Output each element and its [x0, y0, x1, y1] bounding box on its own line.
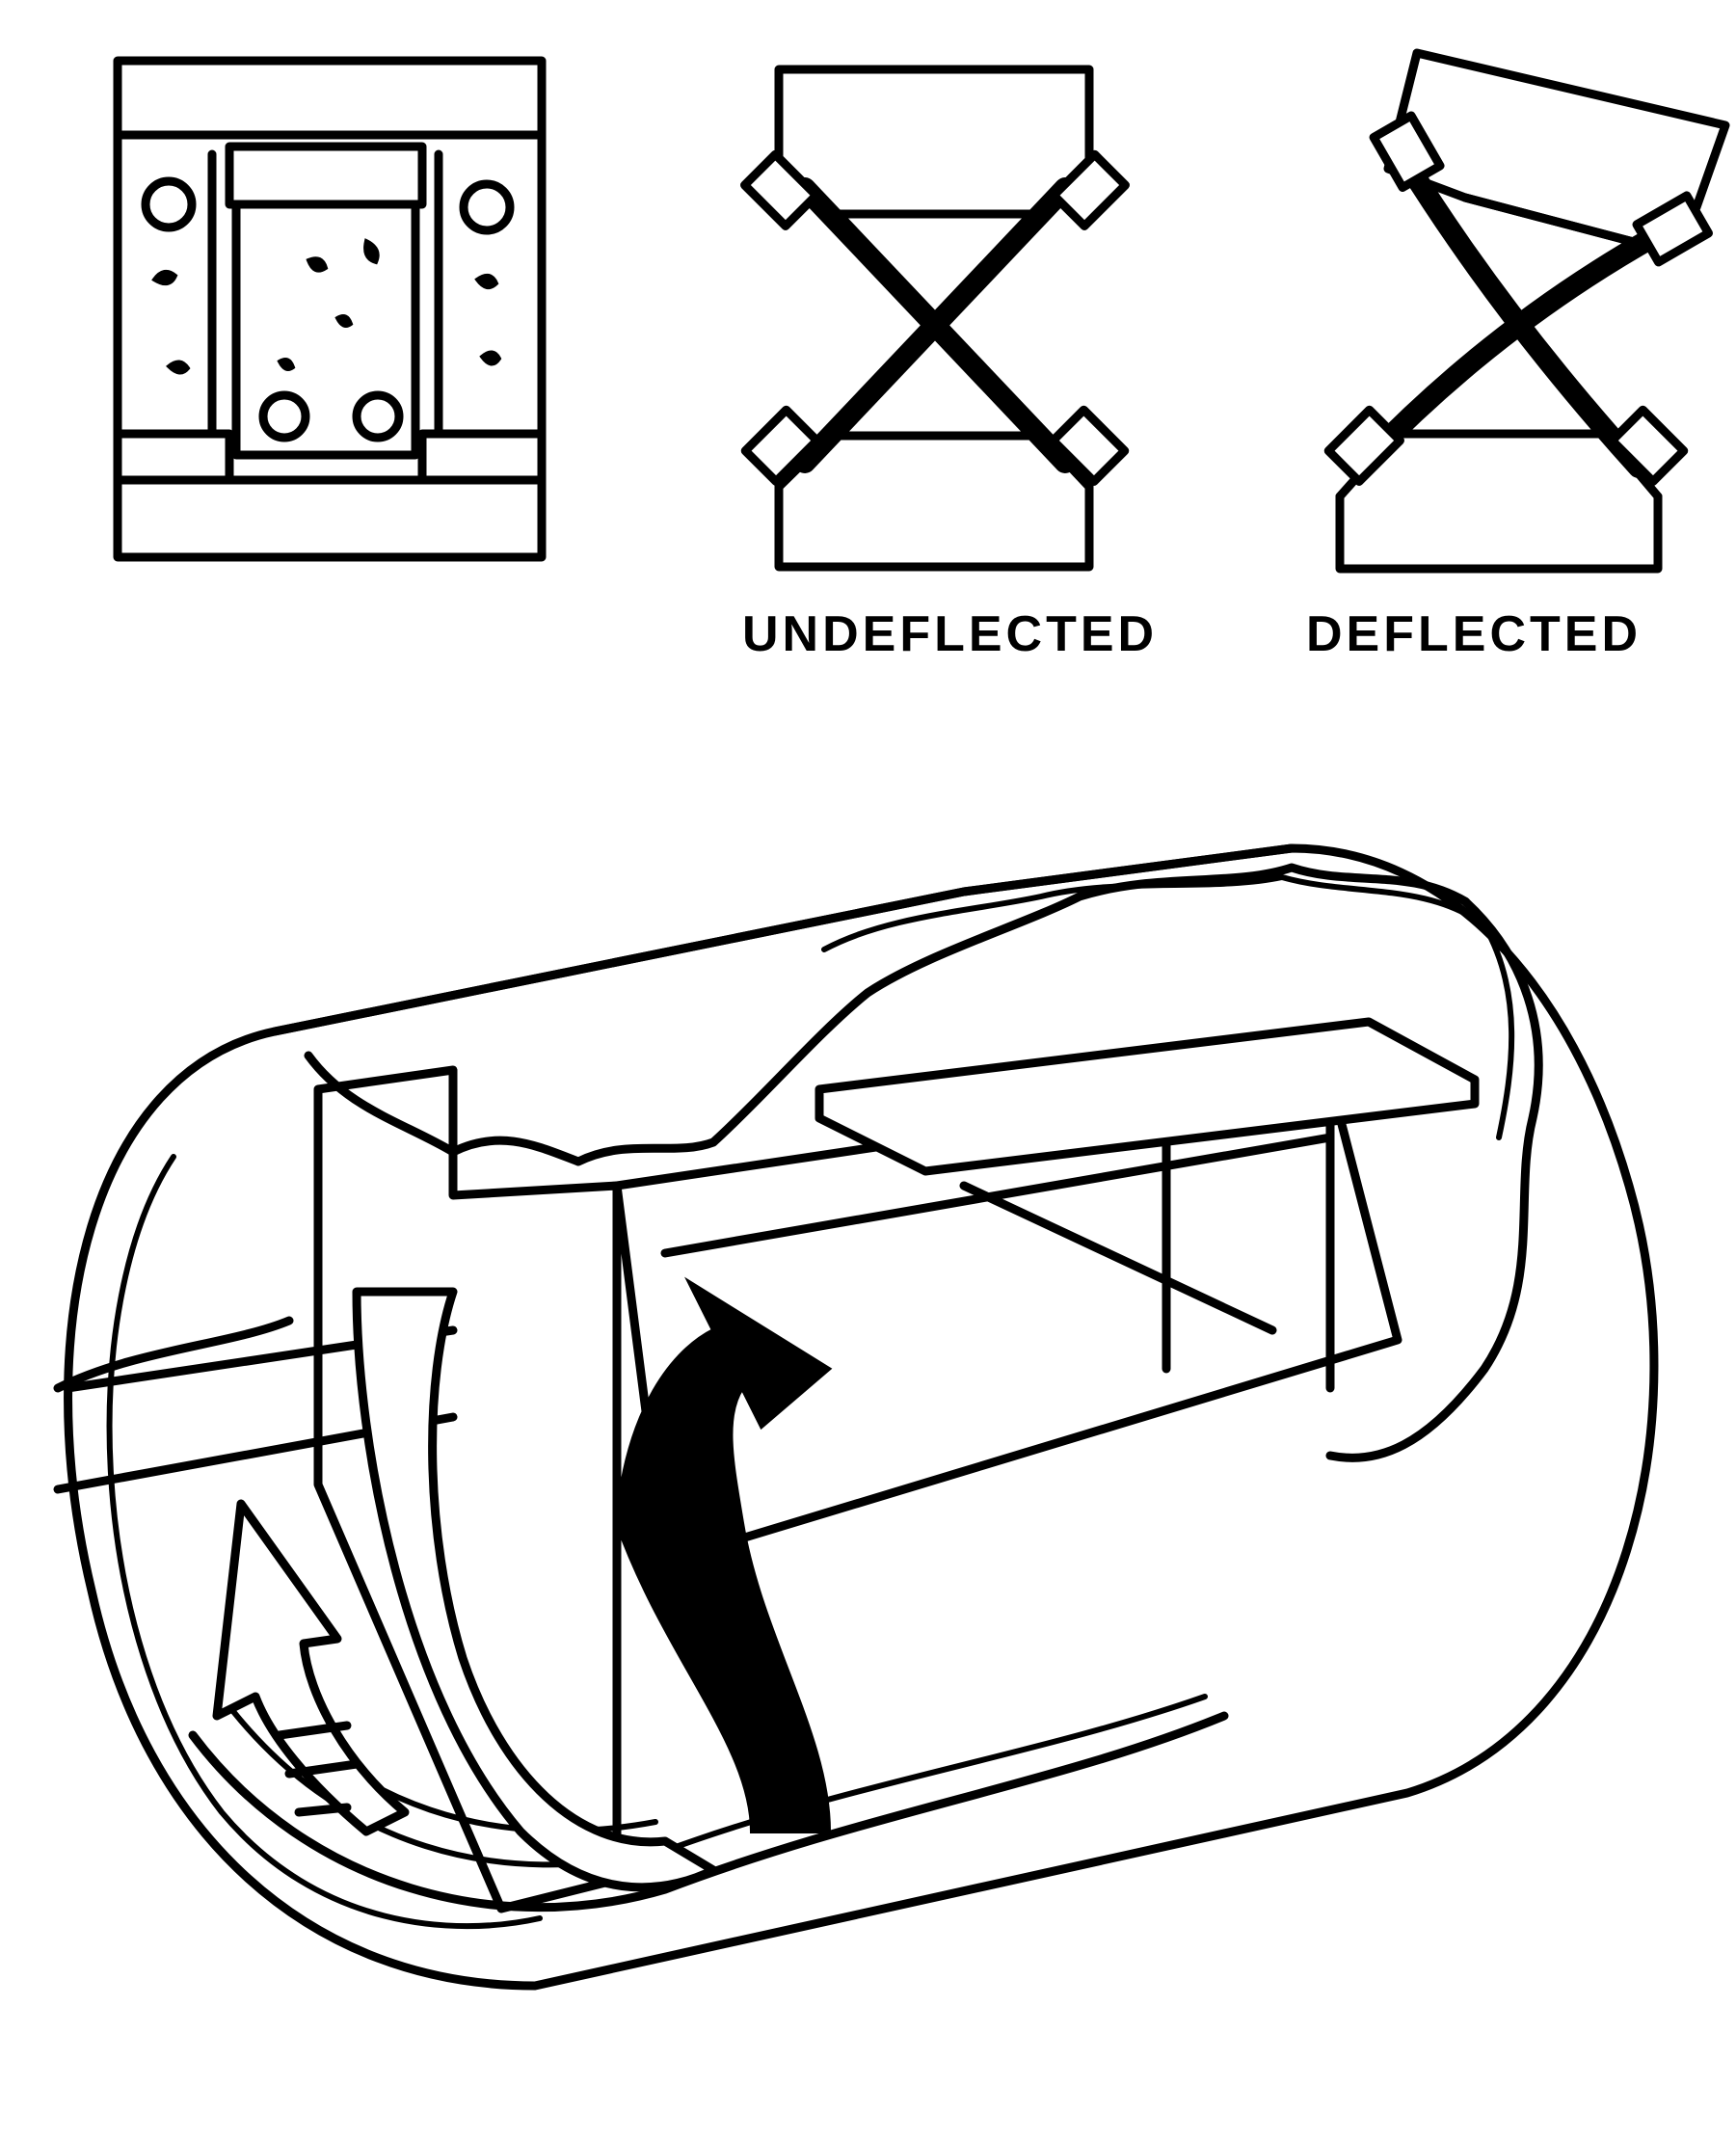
pivot-end-view — [113, 56, 547, 562]
texture-marks — [151, 238, 502, 375]
clamp-icon — [740, 149, 1130, 486]
deflected-pivot-diagram — [1323, 48, 1730, 574]
rotation-arrow-outline-icon — [212, 1499, 410, 1836]
clamp-icon — [1323, 111, 1713, 486]
deflected-label: DEFLECTED — [1306, 606, 1642, 662]
bolt-icon — [141, 176, 515, 442]
rotation-arrow-icon — [614, 1276, 833, 1833]
undeflected-label: UNDEFLECTED — [742, 606, 1159, 662]
undeflected-pivot-diagram — [740, 65, 1130, 572]
cutaway-cylinder-view — [53, 843, 1659, 1991]
